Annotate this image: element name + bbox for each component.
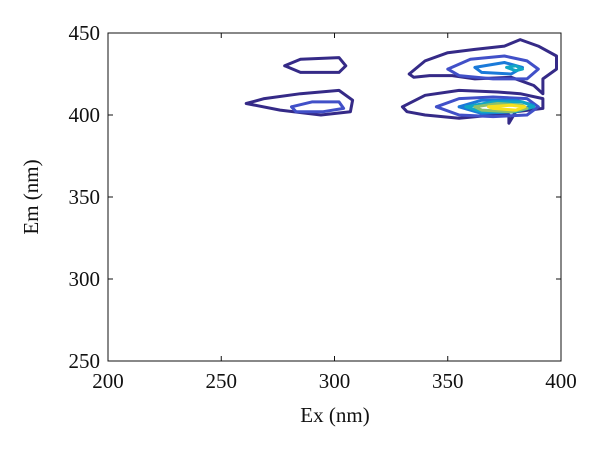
contour-line (446, 54, 540, 81)
contour-line (434, 95, 540, 119)
contour-line (244, 88, 355, 117)
contour-line (283, 56, 348, 74)
x-tick-label: 400 (545, 369, 577, 393)
contour-line (487, 103, 527, 112)
contour-line (473, 102, 529, 114)
x-tick-label: 200 (92, 369, 124, 393)
y-tick-label: 250 (69, 349, 101, 373)
y-axis-label: Em (nm) (19, 159, 43, 234)
contour-line (290, 100, 346, 114)
x-tick-label: 300 (319, 369, 351, 393)
y-tick-label: 300 (69, 267, 101, 291)
x-tick-label: 250 (206, 369, 238, 393)
x-axis-label: Ex (nm) (300, 403, 369, 427)
y-tick-label: 450 (69, 21, 101, 45)
x-tick-label: 350 (432, 369, 464, 393)
contour-line (505, 64, 524, 73)
contour-line (473, 61, 524, 76)
y-tick-label: 400 (69, 103, 101, 127)
contour-line (407, 38, 558, 96)
contour-line (464, 100, 536, 114)
y-tick-label: 350 (69, 185, 101, 209)
plot-frame (107, 32, 562, 362)
